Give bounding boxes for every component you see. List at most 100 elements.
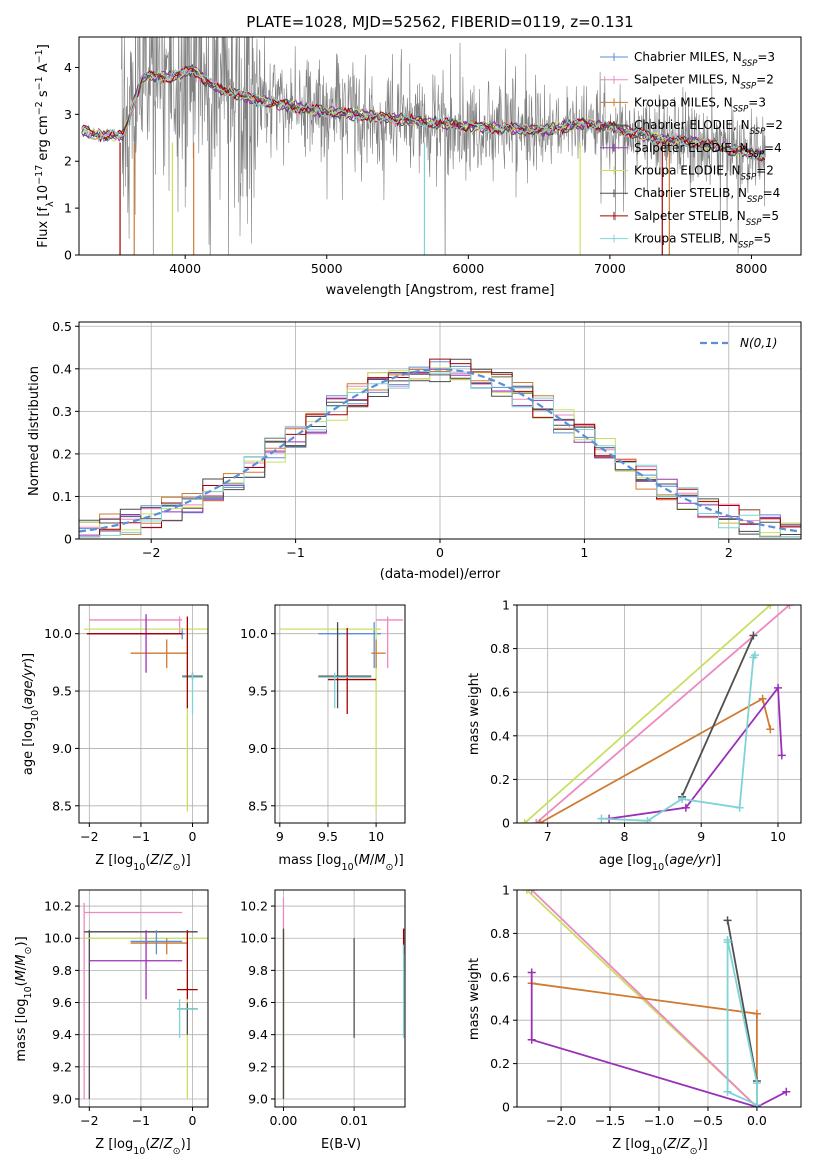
axes-frame [516, 889, 802, 1108]
panel-weight_vs_age: 7 8 9 10 0 0.2 0.4 0.6 0.8 1 age [log10(age/yr)] ma… [467, 598, 802, 873]
weight-marker-4 [527, 968, 536, 977]
plot-area-spectrum [81, 37, 766, 255]
legend-label-6: Chabrier STELIB, NSSP=4 [634, 186, 780, 205]
y-tick-label: 0.4 [490, 728, 510, 743]
x-tick-label: 0.0 [747, 1113, 767, 1128]
weight-marker-2 [758, 694, 767, 703]
axes-frame [78, 36, 802, 256]
y-tick-label: 4 [64, 60, 72, 75]
weight-vs-Z-y-label: mass weight [467, 958, 482, 1040]
y-tick-label: 0.2 [490, 1056, 510, 1071]
y-tick-label: 0 [502, 1100, 510, 1115]
weight-marker-5 [752, 1079, 761, 1088]
weight-marker-5 [750, 651, 759, 660]
plot-area-residuals [79, 358, 801, 538]
weight-marker-0 [766, 605, 775, 609]
weight-marker-5 [752, 1100, 761, 1107]
y-tick-label: 9.0 [248, 741, 268, 756]
axes-frame [78, 889, 209, 1108]
y-tick-label: 9.2 [248, 1059, 268, 1074]
weight-marker-4 [681, 803, 690, 812]
weight-marker-4 [782, 1087, 791, 1096]
weight-marker-5 [643, 816, 652, 823]
weight-marker-5 [597, 814, 606, 823]
x-tick-label: 4000 [169, 261, 201, 276]
x-tick-label: 2 [725, 545, 733, 560]
weight-marker-3 [749, 631, 758, 640]
y-tick-label: 9.6 [52, 995, 72, 1010]
y-tick-label: 9.0 [52, 1091, 72, 1106]
x-tick-label: −1 [132, 1113, 150, 1128]
x-tick-label: −1 [132, 829, 150, 844]
weight-marker-4 [527, 1035, 536, 1044]
residual-histogram-8 [79, 371, 801, 538]
panel-residuals: −2 −1 0 1 2 0 0.1 0.2 0.3 0.4 0.5 N(0,1) (data-model… [27, 319, 802, 582]
weight-vs-Z-x-label: Z [log10(Z/Z⊙)] [612, 1137, 707, 1157]
model-spectrum-8 [81, 68, 766, 161]
x-tick-label: −2.0 [546, 1113, 576, 1128]
y-tick-label: 9.6 [248, 995, 268, 1010]
legend-label-3: Chabrier ELODIE, NSSP=2 [634, 118, 783, 137]
x-tick-label: 0 [189, 1113, 197, 1128]
x-tick-label: 10 [770, 829, 786, 844]
y-tick-label: 0.2 [490, 772, 510, 787]
weight-marker-4 [773, 683, 782, 692]
weight-line-2 [539, 697, 772, 823]
panel-age_vs_Z: −2 −1 0 8.5 9.0 9.5 10.0 Z [log10(Z/Z⊙)] age [lo… [21, 604, 209, 873]
spectrum-y-label: Flux [fλ10−17 erg cm−2 s−1 A−1] [34, 44, 56, 248]
y-tick-label: 0.1 [52, 489, 72, 504]
plot-area-mass_vs_EBV [282, 898, 405, 1099]
legend-label-2: Kroupa MILES, NSSP=3 [634, 95, 766, 114]
panel-weight_vs_Z: −2.0 −1.5 −1.0 −0.5 0.0 0 0.2 0.4 0.6 0.8 1 Z [log1… [467, 883, 802, 1157]
y-tick-label: 0.6 [490, 969, 510, 984]
plot-area-age_vs_Z [84, 614, 208, 812]
panel-mass_vs_EBV: 0.00 0.01 9.0 9.2 9.4 9.6 9.8 10.0 10.2 E(B-V) [240, 889, 406, 1152]
legend-label-1: Salpeter MILES, NSSP=2 [634, 73, 774, 92]
age-vs-Z-y-label: age [log10(age/yr)] [21, 653, 41, 775]
x-tick-label: 9.5 [318, 829, 338, 844]
y-tick-label: 9.5 [52, 684, 72, 699]
y-tick-label: 9.8 [248, 963, 268, 978]
y-tick-label: 1 [502, 883, 510, 898]
y-tick-label: 0.2 [52, 446, 72, 461]
axes-frame [274, 604, 406, 824]
y-tick-label: 9.4 [52, 1027, 72, 1042]
residual-x-label: (data-model)/error [380, 567, 501, 582]
y-tick-label: 10.2 [240, 899, 268, 914]
y-tick-label: 10.0 [44, 626, 72, 641]
panel-spectrum: 4000 5000 6000 7000 8000 0 1 2 3 4 Chabrier MILES,… [34, 36, 802, 298]
weight-marker-2 [536, 819, 545, 823]
x-tick-label: −2 [80, 1113, 98, 1128]
y-tick-label: 0.5 [52, 319, 72, 334]
y-tick-label: 1 [64, 201, 72, 216]
weight-marker-1 [532, 819, 541, 823]
axes-frame [516, 604, 802, 824]
y-tick-label: 0.3 [52, 404, 72, 419]
normal-curve [79, 368, 801, 533]
x-tick-label: 0 [436, 545, 444, 560]
weight-line-1 [535, 605, 791, 823]
age-vs-mass-x-label: mass [log10(M/M⊙)] [278, 853, 403, 873]
y-tick-label: 0.6 [490, 685, 510, 700]
residual-y-label: Normed distribution [27, 366, 42, 496]
x-tick-label: 9 [276, 829, 284, 844]
legend-label-8: Kroupa STELIB, NSSP=5 [634, 232, 771, 251]
y-tick-label: 9.2 [52, 1059, 72, 1074]
plot-area-weight_vs_Z [522, 890, 791, 1107]
y-tick-label: 9.5 [248, 684, 268, 699]
weight-marker-5 [678, 795, 687, 804]
age-vs-Z-x-label: Z [log10(Z/Z⊙)] [95, 853, 190, 873]
plot-area-mass_vs_Z [83, 902, 208, 1099]
weight-marker-3 [723, 916, 732, 925]
legend-label-7: Salpeter STELIB, NSSP=5 [634, 209, 779, 228]
x-tick-label: 8000 [736, 261, 768, 276]
weight-line-3 [681, 635, 755, 798]
weight-marker-5 [723, 935, 732, 944]
weight-line-3 [726, 920, 758, 1082]
y-tick-label: 9.4 [248, 1027, 268, 1042]
y-tick-label: 0 [64, 248, 72, 263]
y-tick-label: 9.0 [52, 741, 72, 756]
y-tick-label: 10.2 [44, 899, 72, 914]
